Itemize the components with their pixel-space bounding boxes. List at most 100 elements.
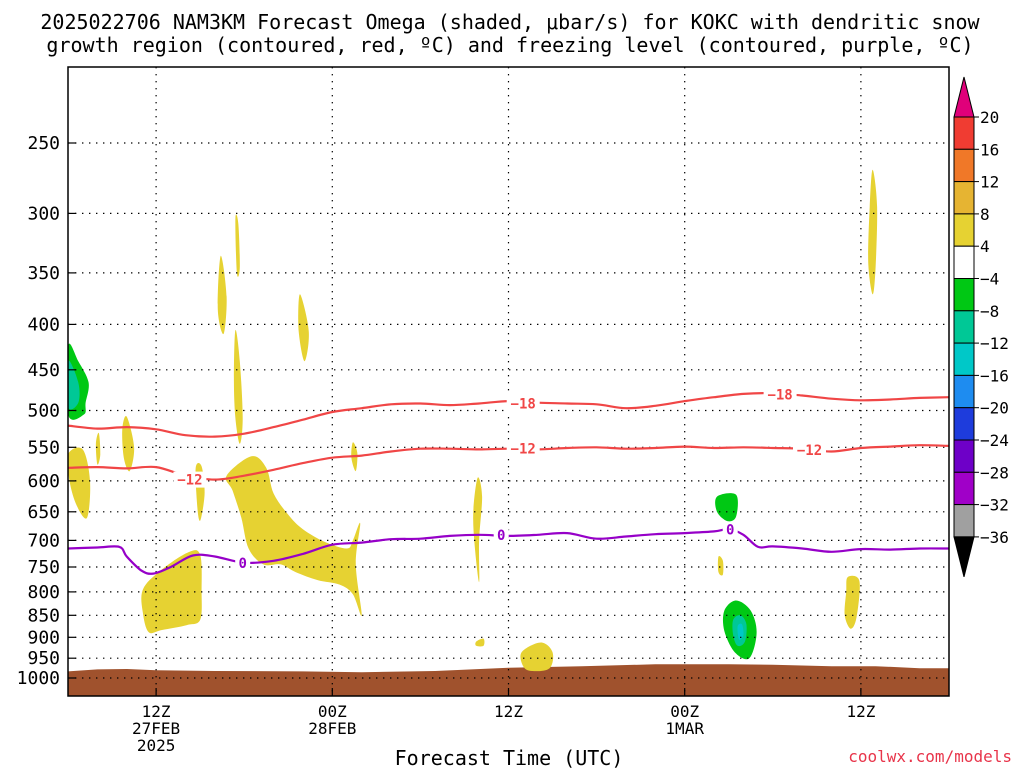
y-tick-label-650: 650 [27, 502, 60, 523]
colorbar-label: −24 [980, 431, 1009, 450]
y-tick-label-450: 450 [27, 360, 60, 381]
colorbar-label: −8 [980, 302, 999, 321]
y-axis: 2503003504004505005506006507007508008509… [17, 133, 76, 689]
y-tick-label-850: 850 [27, 605, 60, 626]
omega-shaded-region-12 [473, 477, 483, 583]
y-tick-label-900: 900 [27, 627, 60, 648]
ground-surface-fill [68, 664, 949, 696]
colorbar-label: −20 [980, 399, 1009, 418]
colorbar-segment [953, 504, 975, 538]
x-axis-title: Forecast Time (UTC) [395, 746, 624, 768]
omega-shaded-region-9 [225, 456, 362, 617]
colorbar-label: −28 [980, 463, 1009, 482]
contour-label-0: 0 [238, 556, 246, 572]
x-tick-label: 2025 [137, 736, 176, 755]
omega-shaded-region-23 [68, 360, 80, 410]
omega-shaded-region-15 [715, 493, 738, 522]
credit-text: coolwx.com/models [848, 747, 1012, 766]
colorbar-top-arrow [953, 76, 975, 118]
contour-label-background [173, 471, 207, 488]
ground-layer [68, 664, 949, 696]
y-tick-label-950: 950 [27, 648, 60, 669]
contour-label-background [763, 386, 797, 403]
colorbar-segment [953, 407, 975, 441]
omega-shaded-region-13 [475, 638, 485, 647]
contour-label-minus18: −18 [511, 397, 536, 413]
colorbar-segment [953, 439, 975, 473]
colorbar-label: 20 [980, 108, 999, 127]
omega-shaded-region-7 [235, 214, 240, 277]
colorbar-segment [953, 181, 975, 215]
contour-label-0: 0 [497, 528, 505, 544]
contour-label-layer: −18 −18 −12 −12 −12 0 0 0 [173, 386, 826, 572]
contour-label-background [793, 442, 826, 459]
colorbar-label: −36 [980, 528, 1009, 547]
omega-shaded-region-14 [520, 642, 554, 672]
omega-shaded-region-2 [95, 432, 101, 465]
y-tick-label-600: 600 [27, 471, 60, 492]
omega-shaded-region-3 [122, 416, 135, 472]
y-tick-label-500: 500 [27, 401, 60, 422]
y-tick-label-1000: 1000 [17, 668, 60, 689]
y-tick-label-350: 350 [27, 263, 60, 284]
x-tick-label: 1MAR [665, 719, 704, 738]
colorbar-segment [953, 148, 975, 183]
x-tick-label: 27FEB [132, 719, 180, 738]
contour-label-background [506, 395, 540, 412]
omega-shading-layer [68, 169, 878, 672]
colorbar-label: −12 [980, 334, 1009, 353]
x-tick-label: 00Z [318, 702, 347, 721]
colorbar-label: 4 [980, 237, 990, 256]
colorbar: 20 16 12 8 4 −4 −8 −12 −16 −20 −24 −28 −32 −36 [953, 76, 1009, 578]
colorbar-segment [953, 342, 975, 376]
omega-shaded-region-6 [217, 255, 227, 335]
x-tick-label: 12Z [142, 702, 171, 721]
colorbar-segment [953, 245, 975, 279]
y-tick-label-800: 800 [27, 582, 60, 603]
contour-label-background [506, 440, 540, 457]
colorbar-segment [953, 374, 975, 409]
x-tick-label: 00Z [670, 702, 699, 721]
omega-shaded-region-4 [141, 550, 202, 634]
colorbar-label: −4 [980, 270, 999, 289]
x-tick-label: 12Z [494, 702, 523, 721]
colorbar-segment [953, 213, 975, 247]
colorbar-segment [953, 278, 975, 312]
contour-label-background [235, 554, 251, 571]
omega-shaded-region-21 [868, 169, 878, 295]
contour-label-minus12: −12 [797, 443, 822, 459]
colorbar-bottom-arrow [953, 536, 975, 578]
contour-label-minus18: −18 [767, 388, 792, 404]
x-tick-label: 12Z [846, 702, 875, 721]
y-tick-label-700: 700 [27, 530, 60, 551]
colorbar-label: −16 [980, 366, 1009, 385]
y-tick-label-550: 550 [27, 437, 60, 458]
omega-shaded-region-10 [298, 294, 309, 362]
colorbar-segment [953, 471, 975, 506]
y-tick-label-750: 750 [27, 557, 60, 578]
contour-label-background [493, 526, 509, 543]
omega-shaded-region-16 [717, 555, 724, 576]
omega-shaded-region-8 [233, 329, 243, 444]
y-tick-label-300: 300 [27, 203, 60, 224]
colorbar-segment [953, 116, 975, 150]
y-tick-label-400: 400 [27, 314, 60, 335]
contour-label-minus12: −12 [511, 442, 536, 458]
omega-shaded-region-20 [844, 575, 860, 629]
colorbar-label: −32 [980, 496, 1009, 515]
chart-title-line-2: growth region (contoured, red, ºC) and f… [46, 33, 973, 57]
contour-label-background [722, 521, 738, 538]
colorbar-label: 16 [980, 140, 999, 159]
omega-shaded-region-1 [68, 447, 91, 519]
omega-shaded-region-19 [737, 623, 744, 640]
colorbar-label: 12 [980, 173, 999, 192]
colorbar-label: 8 [980, 205, 990, 224]
contour-label-minus12: −12 [177, 473, 202, 489]
colorbar-segment [953, 310, 975, 344]
chart-title-line-1: 2025022706 NAM3KM Forecast Omega (shaded… [40, 10, 980, 34]
y-tick-label-250: 250 [27, 133, 60, 154]
contour-label-0: 0 [726, 523, 734, 539]
